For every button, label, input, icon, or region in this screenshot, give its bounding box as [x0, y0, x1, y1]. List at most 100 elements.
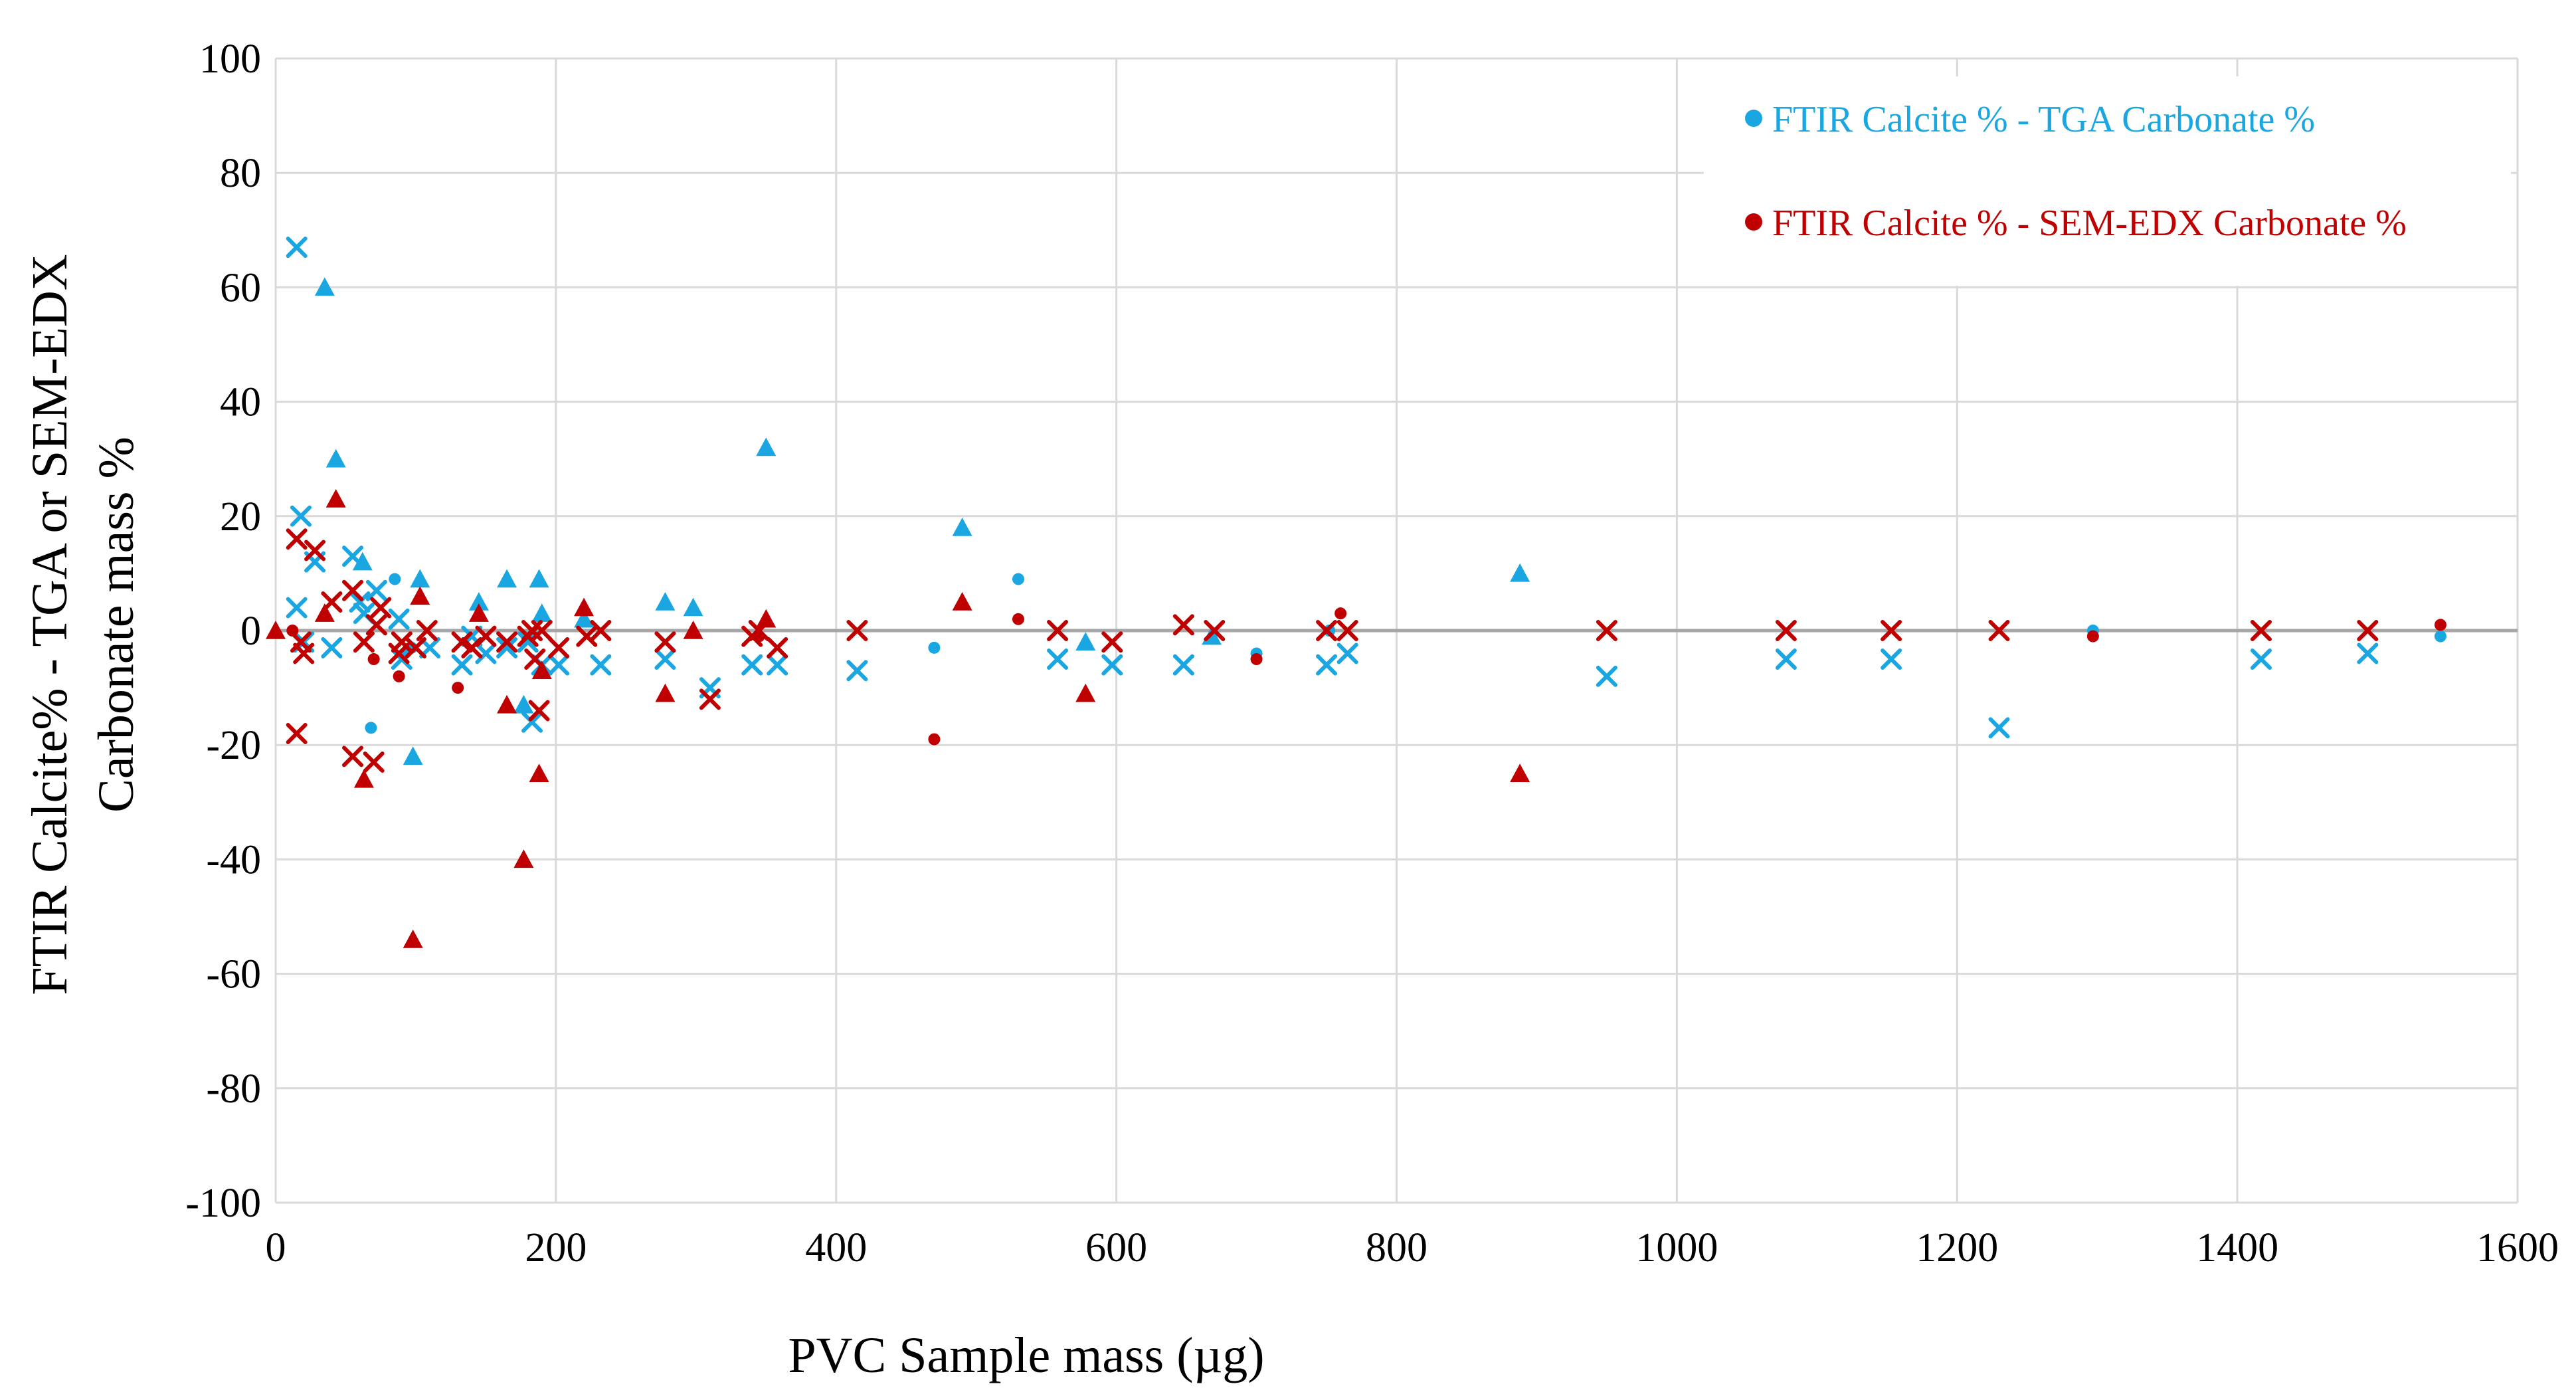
sem-cross-point: [767, 637, 788, 658]
sem-cross-point: [528, 700, 550, 722]
sem-triangle-point: [497, 694, 517, 714]
sem-cross-point: [286, 722, 308, 744]
sem-cross-point: [846, 620, 868, 641]
sem-circle-point: [753, 630, 765, 643]
tga-cross-point: [654, 649, 676, 670]
tga-triangle-point: [403, 746, 423, 765]
data-marks: [266, 237, 2446, 948]
tga-circle-point: [2434, 630, 2446, 643]
sem-cross-point: [391, 631, 413, 653]
tga-triangle-point: [952, 518, 972, 536]
tga-cross-point: [1316, 654, 1338, 676]
sem-triangle-point: [1510, 763, 1530, 782]
y-axis-title-line-2: Carbonate mass %: [88, 437, 144, 813]
tga-circle-point: [365, 722, 377, 734]
sem-circle-point: [2086, 630, 2099, 643]
tga-cross-point: [1988, 717, 2010, 739]
tga-cross-point: [2357, 643, 2379, 664]
sem-circle-point: [1012, 613, 1024, 625]
tga-cross-point: [1101, 654, 1123, 676]
sem-cross-point: [342, 746, 364, 767]
x-axis-title: PVC Sample mass (µg): [788, 1328, 1264, 1383]
sem-triangle-point: [314, 603, 335, 622]
sem-triangle-point: [468, 603, 489, 622]
tga-triangle-point: [683, 597, 703, 617]
sem-circle-point: [393, 670, 405, 682]
sem-circle-point: [286, 625, 299, 637]
sem-triangle-point: [574, 597, 595, 617]
sem-cross-point: [1988, 620, 2010, 641]
sem-cross-point: [1047, 620, 1069, 641]
sem-cross-point: [342, 579, 364, 601]
tga-cross-point: [1336, 643, 1358, 664]
tga-cross-point: [1881, 649, 1902, 670]
sem-triangle-point: [683, 621, 703, 639]
tga-cross-point: [2250, 649, 2272, 670]
sem-cross-point: [531, 620, 553, 641]
legend-box: [1704, 76, 2511, 286]
sem-cross-point: [2250, 620, 2272, 641]
sem-triangle-point: [952, 591, 972, 611]
tga-circle-point: [1012, 573, 1024, 585]
y-tick-label: 40: [220, 380, 261, 425]
tga-triangle-point: [468, 591, 489, 611]
tga-cross-point: [548, 654, 570, 676]
sem-cross-point: [475, 625, 497, 647]
tga-cross-point: [349, 591, 371, 613]
tga-triangle-point: [497, 569, 517, 588]
x-tick-label: 600: [1085, 1225, 1147, 1270]
sem-circle-point: [2434, 619, 2446, 631]
sem-circle-point: [1250, 653, 1263, 666]
legend-label-tga: FTIR Calcite % - TGA Carbonate %: [1772, 99, 2315, 140]
legend-marker-tga: [1745, 110, 1762, 127]
sem-triangle-point: [410, 586, 430, 605]
tga-triangle-point: [529, 569, 549, 588]
y-tick-label: -40: [206, 837, 261, 882]
sem-cross-point: [1775, 620, 1797, 641]
tga-triangle-point: [1510, 563, 1530, 582]
tga-cross-point: [496, 637, 518, 658]
sem-cross-point: [1881, 620, 1902, 641]
tga-triangle-point: [352, 551, 373, 571]
legend: FTIR Calcite % - TGA Carbonate % FTIR Ca…: [1704, 76, 2511, 286]
y-tick-label: -100: [185, 1181, 261, 1226]
tga-cross-point: [388, 608, 410, 630]
sem-cross-point: [416, 620, 438, 641]
x-tick-label: 1000: [1635, 1225, 1718, 1270]
tga-triangle-point: [574, 609, 595, 628]
sem-circle-point: [1334, 607, 1347, 620]
grid-layer: [274, 57, 2519, 1204]
sem-circle-point: [367, 653, 380, 666]
sem-cross-point: [548, 637, 570, 658]
legend-label-sem: FTIR Calcite % - SEM-EDX Carbonate %: [1772, 203, 2407, 244]
sem-triangle-point: [655, 683, 676, 702]
y-tick-label: -80: [206, 1066, 261, 1112]
axis-layer: 0 200 400 600 800 1000 1200 1400 160010080604020…: [185, 37, 2559, 1270]
tga-triangle-point: [655, 591, 676, 611]
tga-triangle-point: [513, 694, 534, 714]
sem-cross-point: [286, 528, 308, 550]
sem-cross-point: [1172, 614, 1194, 636]
tga-cross-point: [286, 237, 308, 258]
tga-cross-point: [1172, 654, 1194, 676]
tga-cross-point: [590, 654, 612, 676]
tga-cross-point: [1047, 649, 1069, 670]
x-tick-label: 1200: [1916, 1225, 1998, 1270]
tga-cross-point: [365, 579, 387, 601]
sem-cross-point: [1204, 620, 1226, 641]
tga-cross-point: [286, 597, 308, 619]
sem-triangle-point: [325, 488, 346, 508]
sem-cross-point: [699, 688, 721, 710]
x-tick-label: 200: [525, 1225, 587, 1270]
tga-cross-point: [846, 660, 868, 682]
y-tick-label: -20: [206, 723, 261, 768]
tga-cross-point: [1775, 649, 1797, 670]
tga-cross-point: [475, 643, 497, 664]
tga-triangle-point: [325, 449, 346, 468]
sem-cross-point: [363, 751, 385, 773]
tga-cross-point: [1596, 665, 1617, 687]
sem-triangle-point: [403, 929, 423, 948]
tga-triangle-point: [314, 277, 335, 296]
sem-cross-point: [2357, 620, 2379, 641]
